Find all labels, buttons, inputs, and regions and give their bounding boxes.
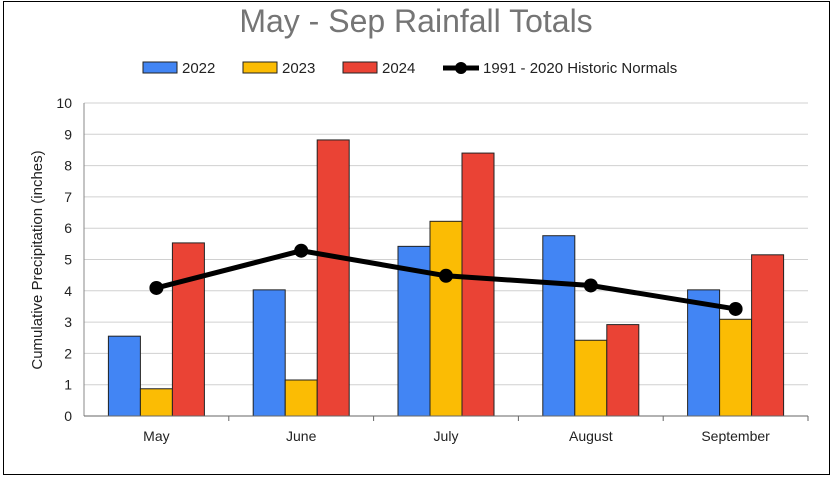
y-tick-label: 9 <box>64 126 72 142</box>
bar-2024 <box>316 139 350 417</box>
normals-point <box>439 268 453 283</box>
bar-2022 <box>397 245 431 417</box>
x-tick-label: June <box>286 428 317 444</box>
chart-frame <box>3 1 830 475</box>
legend-swatch <box>342 61 378 74</box>
y-tick-label: 8 <box>64 158 72 174</box>
bar-2024 <box>171 242 205 417</box>
normals-point <box>728 301 743 316</box>
bar-2023 <box>429 220 463 417</box>
x-tick-label: August <box>569 428 613 444</box>
bar-2023 <box>139 388 173 417</box>
y-tick-label: 0 <box>64 408 72 424</box>
bar-2023 <box>574 339 608 417</box>
y-tick-label: 10 <box>56 95 72 111</box>
legend-label: 1991 - 2020 Historic Normals <box>483 60 677 77</box>
bar-2022 <box>687 289 721 417</box>
legend-marker <box>455 62 467 74</box>
normals-point <box>294 243 309 258</box>
bar-2022 <box>252 289 286 417</box>
bar-2024 <box>461 152 495 417</box>
y-axis-label: Cumulative Precipitation (inches) <box>29 150 46 369</box>
y-tick-label: 3 <box>64 314 72 330</box>
bar-2024 <box>751 254 785 417</box>
bar-2023 <box>284 379 318 417</box>
normals-point <box>583 278 598 293</box>
bar-2023 <box>719 318 753 417</box>
legend-label: 2022 <box>182 60 215 77</box>
bar-2024 <box>606 324 640 417</box>
bar-2022 <box>107 335 141 417</box>
y-tick-label: 1 <box>64 377 72 393</box>
normals-point <box>149 280 164 295</box>
x-tick-label: September <box>701 428 770 444</box>
y-tick-label: 2 <box>64 345 72 361</box>
y-tick-label: 6 <box>64 220 72 236</box>
x-tick-label: May <box>143 428 169 444</box>
legend-label: 2024 <box>382 60 415 77</box>
y-tick-label: 4 <box>64 283 72 299</box>
legend-swatch <box>242 61 278 74</box>
bar-2022 <box>542 235 576 417</box>
y-tick-label: 7 <box>64 189 72 205</box>
chart-title: May - Sep Rainfall Totals <box>239 3 592 39</box>
y-tick-label: 5 <box>64 252 72 268</box>
legend-swatch <box>142 61 178 74</box>
legend-label: 2023 <box>282 60 315 77</box>
x-tick-label: July <box>434 428 459 444</box>
